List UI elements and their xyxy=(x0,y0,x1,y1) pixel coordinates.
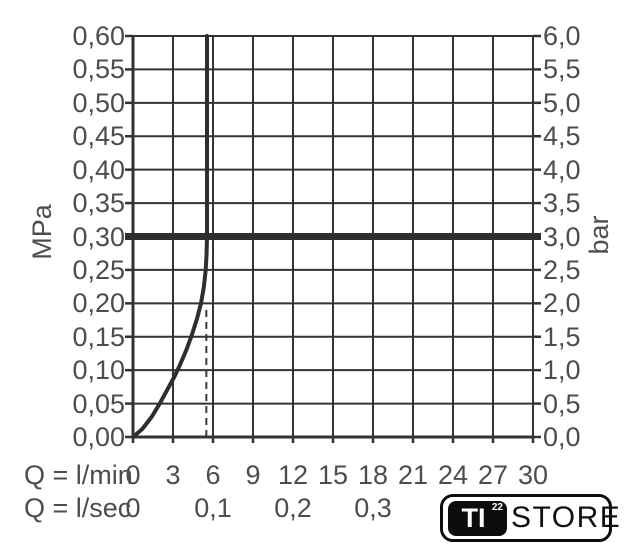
ti-badge-superscript: 22 xyxy=(491,501,503,513)
store-text: STORE xyxy=(511,501,622,534)
ti-badge-text: TI xyxy=(461,502,486,533)
flow-pressure-curve xyxy=(131,34,209,439)
ti-badge: TI 22 xyxy=(448,500,507,536)
ti-store-logo: TI 22 STORE xyxy=(440,494,620,542)
